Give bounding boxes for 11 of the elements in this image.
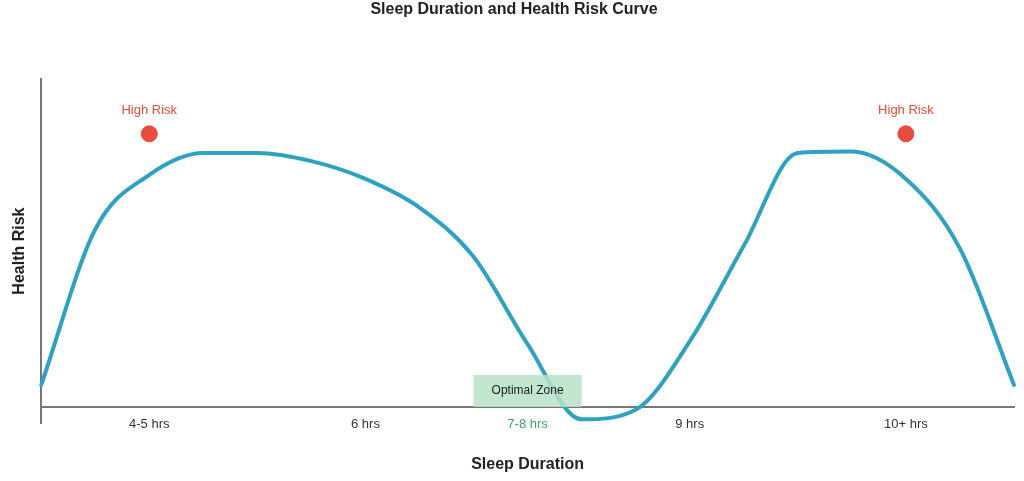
x-tick-label: 6 hrs	[351, 416, 381, 432]
x-tick-label: 10+ hrs	[884, 416, 929, 432]
x-axis-title: Sleep Duration	[471, 455, 585, 473]
annotation: Optimal Zone	[491, 383, 564, 398]
chart-title: Sleep Duration and Health Risk Curve	[370, 0, 658, 18]
annotation: High Risk	[121, 101, 178, 117]
x-tick-label: 4-5 hrs	[129, 416, 171, 432]
y-axis-title: Health Risk	[10, 207, 28, 295]
x-tick-label: 9 hrs	[675, 416, 705, 432]
annotation: High Risk	[878, 101, 935, 117]
x-tick-label: 7-8 hrs	[507, 416, 549, 432]
